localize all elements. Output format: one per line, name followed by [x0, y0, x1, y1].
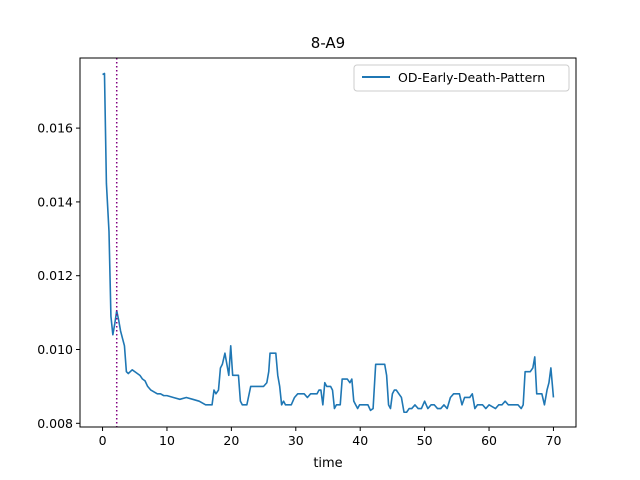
chart-title: 8-A9 [311, 34, 345, 52]
y-axis-ticks: 0.008 0.010 0.012 0.014 0.016 [37, 121, 80, 431]
x-axis-title: time [313, 456, 342, 471]
x-tick-label: 60 [481, 433, 497, 448]
y-tick-label: 0.016 [37, 121, 73, 136]
plot-area [102, 58, 555, 427]
x-tick-label: 20 [223, 433, 239, 448]
legend: OD-Early-Death-Pattern [353, 64, 570, 92]
x-tick-label: 10 [159, 433, 175, 448]
y-tick-label: 0.010 [37, 342, 73, 357]
x-tick-label: 30 [288, 433, 304, 448]
x-tick-label: 50 [417, 433, 433, 448]
x-tick-label: 70 [546, 433, 562, 448]
legend-box [353, 64, 570, 92]
y-tick-label: 0.008 [37, 416, 73, 431]
y-tick-label: 0.012 [37, 268, 73, 283]
x-tick-label: 40 [352, 433, 368, 448]
x-tick-label: 0 [99, 433, 107, 448]
axes-frame [79, 57, 577, 428]
legend-label: OD-Early-Death-Pattern [398, 70, 545, 85]
series-line-0 [102, 72, 555, 414]
x-axis-ticks: 0 10 20 30 40 50 60 70 [99, 427, 562, 448]
y-tick-label: 0.014 [37, 194, 73, 209]
